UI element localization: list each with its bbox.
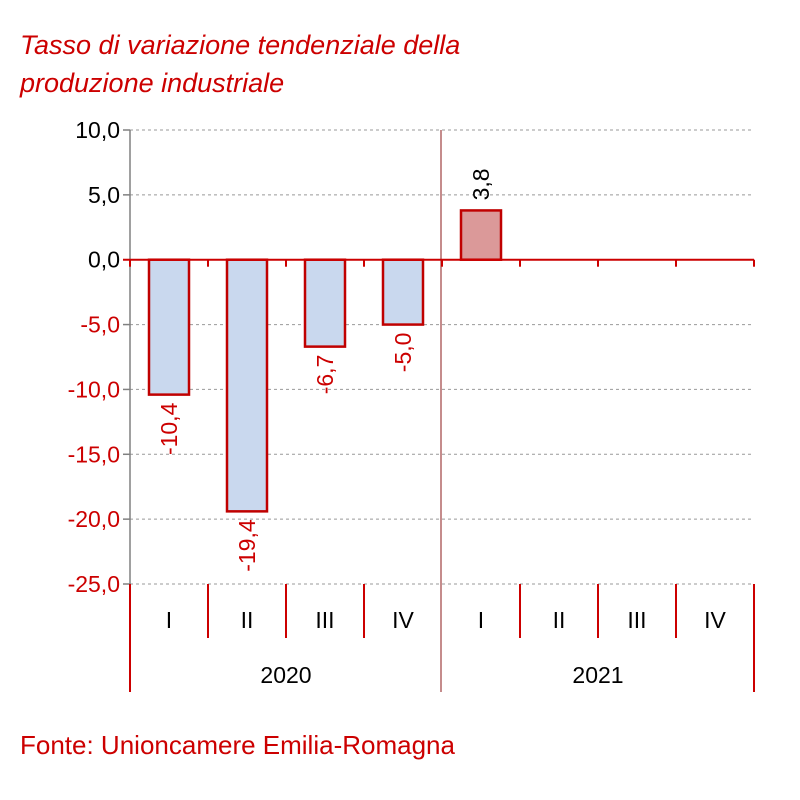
x-category-label: II bbox=[241, 607, 254, 633]
x-category-label: IV bbox=[704, 607, 726, 633]
y-tick-label: 0,0 bbox=[88, 247, 120, 273]
y-tick-label: 5,0 bbox=[88, 182, 120, 208]
bar bbox=[459, 209, 503, 261]
x-category-label: II bbox=[553, 607, 566, 633]
x-category-label: IV bbox=[392, 607, 414, 633]
y-tick-label: -20,0 bbox=[68, 506, 120, 532]
x-year-label: 2020 bbox=[260, 662, 311, 688]
bar bbox=[381, 258, 425, 326]
x-category-label: I bbox=[166, 607, 172, 633]
y-tick-label: -5,0 bbox=[80, 312, 120, 338]
y-tick-label: -10,0 bbox=[68, 376, 120, 402]
y-tick-label: 10,0 bbox=[75, 117, 120, 143]
x-category-label: III bbox=[627, 607, 646, 633]
x-year-label: 2021 bbox=[572, 662, 623, 688]
x-category-label: III bbox=[315, 607, 334, 633]
data-label: -10,4 bbox=[156, 402, 182, 455]
source-note: Fonte: Unioncamere Emilia-Romagna bbox=[20, 730, 455, 760]
bar bbox=[147, 258, 191, 396]
y-tick-label: -15,0 bbox=[68, 441, 120, 467]
chart-title-line-2: produzione industriale bbox=[20, 68, 285, 98]
x-category-label: I bbox=[478, 607, 484, 633]
data-label: -5,0 bbox=[390, 333, 416, 373]
bar bbox=[303, 258, 347, 348]
chart-title-line-1: Tasso di variazione tendenziale della bbox=[20, 30, 461, 60]
bar bbox=[225, 258, 269, 513]
chart-title: Tasso di variazione tendenziale della pr… bbox=[20, 26, 460, 102]
data-label: 3,8 bbox=[468, 168, 494, 200]
data-label: -19,4 bbox=[234, 519, 260, 572]
data-label: -6,7 bbox=[312, 355, 338, 395]
y-tick-label: -25,0 bbox=[68, 571, 120, 597]
